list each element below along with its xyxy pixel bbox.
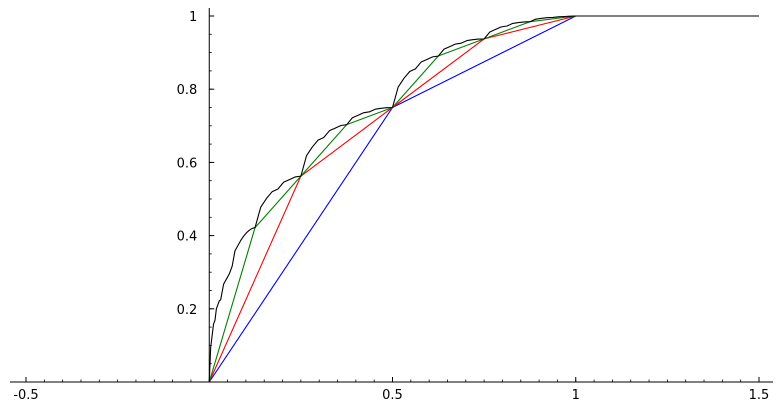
major-ticks [25, 15, 760, 382]
x-tick-label: 1 [572, 388, 580, 403]
series-line-1 [26, 15, 759, 383]
series-line-2 [26, 15, 759, 383]
series-layer [26, 15, 759, 383]
y-tick-label: 0.4 [177, 230, 198, 245]
y-tick-label: 0.6 [177, 156, 198, 171]
series-line-3 [26, 15, 759, 383]
y-tick-label: 0.2 [177, 303, 198, 318]
axes [10, 8, 773, 383]
y-tick-label: 1 [189, 10, 197, 25]
tick-labels: -0.5 0.5 1 1.5 0.2 0.4 0.6 0.8 1 [13, 10, 769, 403]
minor-ticks [25, 15, 760, 382]
x-tick-label: 0.5 [382, 388, 403, 403]
y-tick-label: 0.8 [177, 83, 198, 98]
x-tick-label: -0.5 [13, 388, 38, 403]
x-tick-label: 1.5 [749, 388, 770, 403]
series-line-4 [26, 15, 759, 383]
